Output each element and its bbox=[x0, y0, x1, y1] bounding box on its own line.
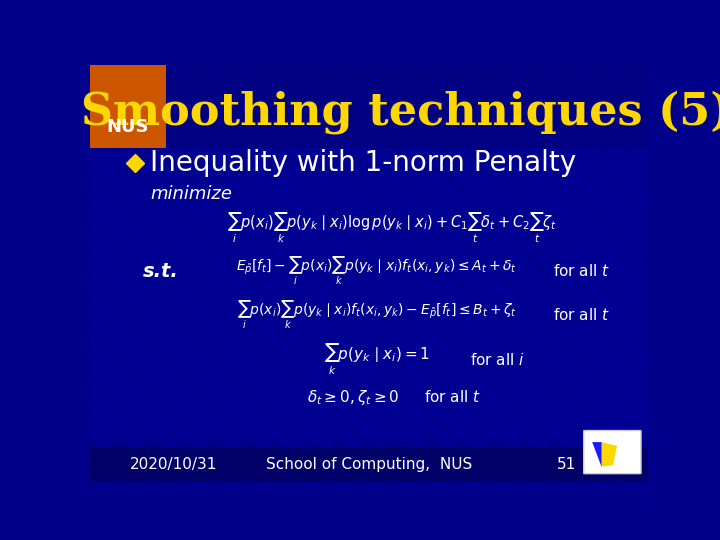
Text: minimize: minimize bbox=[150, 185, 233, 203]
Text: for all $t$: for all $t$ bbox=[424, 389, 481, 406]
Text: $\delta_t \geq 0, \zeta_t \geq 0$: $\delta_t \geq 0, \zeta_t \geq 0$ bbox=[307, 388, 400, 407]
Text: NUS: NUS bbox=[107, 118, 149, 136]
Text: Inequality with 1-norm Penalty: Inequality with 1-norm Penalty bbox=[150, 150, 577, 177]
Bar bbox=[90, 65, 648, 148]
Text: 51: 51 bbox=[557, 457, 576, 472]
Text: $\sum_{i} p(x_i)\sum_{k} p(y_k \mid x_i) f_t(x_i, y_k) - E_{\tilde{p}}[f_t] \leq: $\sum_{i} p(x_i)\sum_{k} p(y_k \mid x_i)… bbox=[237, 299, 517, 331]
Text: s.t.: s.t. bbox=[143, 262, 179, 281]
Text: $\sum_{k} p(y_k \mid x_i) = 1$: $\sum_{k} p(y_k \mid x_i) = 1$ bbox=[324, 342, 430, 377]
Text: $\sum_{i} p(x_i)\sum_{k} p(y_k \mid x_i)\log p(y_k \mid x_i) + C_1\sum_{t}\delta: $\sum_{i} p(x_i)\sum_{k} p(y_k \mid x_i)… bbox=[228, 211, 557, 245]
Bar bbox=[90, 65, 166, 148]
Text: for all $t$: for all $t$ bbox=[553, 307, 610, 323]
Text: School of Computing,  NUS: School of Computing, NUS bbox=[266, 457, 472, 472]
Polygon shape bbox=[593, 442, 611, 467]
Text: for all $i$: for all $i$ bbox=[469, 352, 524, 368]
Bar bbox=[90, 448, 648, 481]
Polygon shape bbox=[601, 442, 617, 467]
Text: 2020/10/31: 2020/10/31 bbox=[130, 457, 217, 472]
Text: Smoothing techniques (5): Smoothing techniques (5) bbox=[81, 91, 720, 134]
Text: $E_{\tilde{p}}[f_t] - \sum_{i} p(x_i)\sum_{k} p(y_k \mid x_i) f_t(x_i, y_k) \leq: $E_{\tilde{p}}[f_t] - \sum_{i} p(x_i)\su… bbox=[236, 255, 517, 287]
Text: for all $t$: for all $t$ bbox=[553, 263, 610, 279]
FancyBboxPatch shape bbox=[584, 430, 641, 474]
